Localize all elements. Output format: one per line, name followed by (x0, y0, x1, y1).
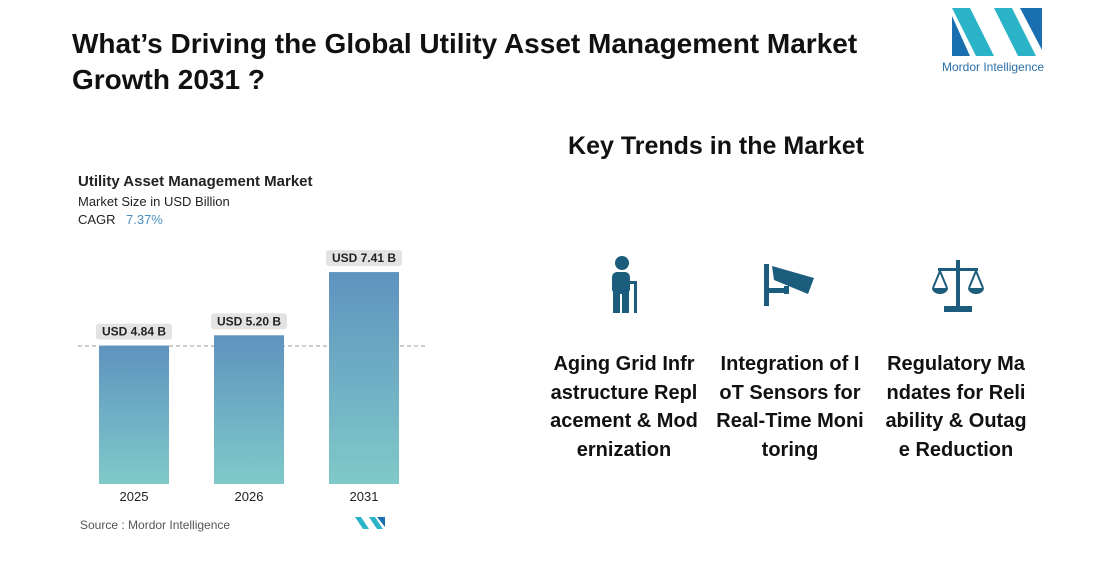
page-title: What’s Driving the Global Utility Asset … (72, 28, 858, 95)
value-label: USD 7.41 B (332, 251, 396, 265)
chart: Utility Asset Management Market Market S… (78, 173, 425, 532)
x-tick-label: 2031 (350, 489, 379, 504)
trend-label: Aging Grid Infrastructure Replacement & … (550, 353, 698, 461)
cagr-label: CAGR (78, 212, 116, 227)
value-label-box (96, 323, 172, 340)
bar (99, 345, 169, 484)
icon-scale (932, 260, 984, 312)
small-logo (355, 517, 385, 529)
value-label: USD 5.20 B (217, 314, 281, 328)
trends-title: Key Trends in the Market (568, 132, 864, 160)
value-label: USD 4.84 B (102, 325, 166, 339)
cagr-value: 7.37% (126, 212, 163, 227)
icon-sensor (764, 264, 814, 306)
value-label-box (326, 250, 402, 267)
chart-title: Utility Asset Management Market (78, 173, 313, 190)
trend-label: Regulatory Mandates for Reliability & Ou… (885, 353, 1027, 461)
logo-mark (952, 8, 1042, 56)
value-label-box (211, 313, 287, 330)
icon-aging (612, 256, 637, 313)
trend-label: Integration of IoT Sensors for Real-Time… (716, 353, 864, 461)
chart-subtitle: Market Size in USD Billion (78, 194, 230, 209)
x-tick-label: 2025 (120, 489, 149, 504)
bar (329, 272, 399, 484)
bar (214, 335, 284, 484)
logo-text: Mordor Intelligence (942, 60, 1045, 74)
x-tick-label: 2026 (235, 489, 264, 504)
source: Source : Mordor Intelligence (80, 518, 230, 532)
